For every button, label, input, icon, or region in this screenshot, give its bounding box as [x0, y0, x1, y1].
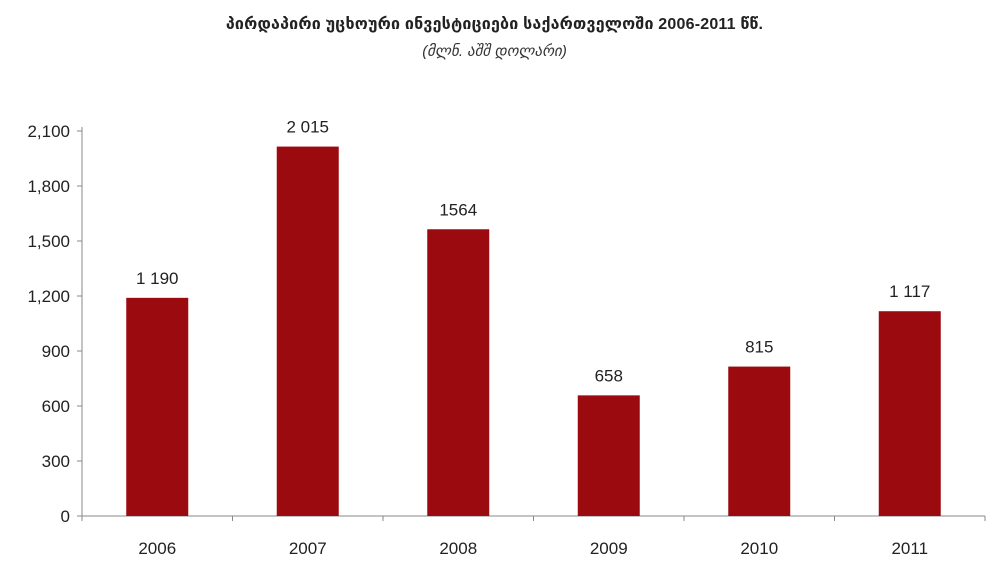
bars	[126, 146, 941, 517]
data-label: 815	[745, 338, 773, 357]
y-tick-label: 900	[42, 342, 70, 361]
y-tick-label: 1,200	[27, 287, 70, 306]
bar	[577, 395, 640, 516]
data-label: 2 015	[286, 118, 329, 137]
y-tick-label: 600	[42, 397, 70, 416]
x-tick-label: 2006	[138, 539, 176, 558]
x-tick-label: 2010	[740, 539, 778, 558]
chart-subtitle: (მლნ. აშშ დოლარი)	[422, 43, 567, 60]
bar	[126, 297, 189, 516]
data-label: 1 190	[136, 269, 179, 288]
data-label: 1564	[439, 200, 477, 219]
data-label: 1 117	[889, 282, 930, 301]
x-tick-label: 2007	[289, 539, 327, 558]
chart-title: პირდაპირი უცხოური ინვესტიციები საქართველ…	[225, 16, 764, 33]
bar	[276, 146, 339, 517]
bar	[878, 311, 941, 516]
y-tick-label: 2,100	[27, 122, 70, 141]
bar	[427, 229, 490, 516]
data-label: 658	[595, 366, 623, 385]
y-tick-label: 1,800	[27, 177, 70, 196]
data-labels: 1 190 2 015 1564 658 815 1 117	[136, 118, 930, 386]
y-tick-label: 0	[61, 507, 70, 526]
x-tick-label: 2011	[891, 539, 928, 558]
y-tick-label: 300	[42, 452, 70, 471]
bar	[728, 366, 791, 516]
x-tick-label: 2009	[590, 539, 628, 558]
x-tick-label: 2008	[439, 539, 477, 558]
y-tick-label: 1,500	[27, 232, 70, 251]
axes: 0 300 600 900 1,200 1,500 1,800 2,100 2006 2007 20…	[27, 122, 986, 558]
